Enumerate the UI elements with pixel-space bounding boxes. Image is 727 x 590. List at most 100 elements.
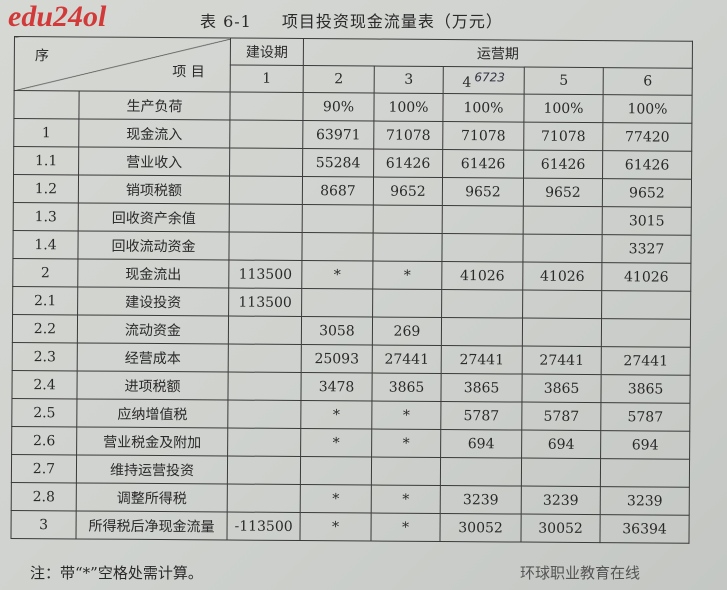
row-value: 90%	[302, 92, 375, 122]
row-value	[228, 344, 302, 373]
row-item: 进项税额	[76, 370, 229, 401]
row-value: 41026	[441, 261, 523, 291]
row-value: 63971	[302, 120, 374, 150]
row-value: 3865	[600, 374, 691, 404]
row-value: 100%	[523, 94, 604, 123]
row-value	[229, 148, 303, 177]
row-value: 5787	[440, 401, 522, 431]
row-value	[300, 456, 372, 486]
header-construction: 建设期	[230, 38, 304, 66]
row-value: *	[300, 400, 372, 430]
row-value	[522, 290, 602, 319]
row-value: *	[372, 261, 442, 290]
row-item: 营业收入	[78, 146, 230, 177]
row-value: *	[370, 513, 441, 542]
row-value: 71078	[373, 121, 443, 150]
row-value: 9652	[442, 177, 524, 207]
row-item: 调整所得税	[76, 482, 228, 512]
watermark-logo-text: edu24ol	[8, 0, 107, 33]
row-value	[600, 458, 690, 488]
row-value: 30052	[520, 514, 601, 543]
row-value: *	[371, 429, 441, 458]
row-item: 回收资产余值	[78, 202, 230, 233]
row-value: *	[301, 260, 373, 290]
row-value: 3015	[602, 206, 692, 236]
handwritten-annotation: 6723	[474, 69, 506, 85]
row-value: *	[300, 484, 372, 514]
row-value: 55284	[302, 148, 374, 178]
row-value: 8687	[302, 176, 374, 206]
row-seq: 1.3	[13, 202, 79, 231]
row-value	[301, 288, 373, 318]
table-number: 表 6-1	[200, 12, 252, 31]
row-value	[522, 318, 602, 347]
row-value: *	[299, 512, 372, 542]
row-seq: 2.6	[11, 426, 77, 455]
table-title: 表 6-1 项目投资现金流量表（万元）	[200, 8, 533, 32]
row-value: 113500	[228, 288, 302, 317]
row-value: *	[371, 485, 441, 514]
header-seq-item: 序 项 目	[14, 36, 231, 93]
row-value	[229, 120, 303, 149]
header-year: 2	[303, 65, 375, 94]
row-value	[441, 317, 523, 347]
row-value: 5787	[600, 402, 690, 432]
row-seq: 2.8	[11, 482, 77, 511]
row-value: 3239	[521, 486, 601, 515]
row-value	[227, 428, 301, 457]
row-value: 77420	[602, 122, 692, 152]
row-value: 61426	[602, 150, 692, 180]
row-value: 27441	[522, 346, 602, 375]
row-value: 9652	[373, 177, 443, 206]
row-value	[372, 289, 442, 318]
row-value	[521, 458, 601, 487]
row-value	[372, 233, 443, 262]
row-seq: 2.4	[11, 370, 78, 399]
header-year: 6	[603, 67, 693, 96]
row-value	[228, 316, 302, 345]
header-item: 项 目	[172, 64, 205, 81]
row-item: 营业税金及附加	[76, 426, 228, 457]
row-value	[523, 206, 603, 235]
row-value	[227, 400, 301, 429]
row-value: 3239	[440, 485, 522, 515]
header-seq: 序	[34, 48, 49, 65]
row-seq: 2	[12, 258, 78, 287]
row-value: 3865	[521, 374, 602, 403]
row-value: 3478	[300, 372, 373, 402]
row-value: *	[300, 428, 372, 458]
row-item: 经营成本	[77, 342, 229, 373]
row-value: 61426	[442, 149, 524, 179]
row-value: 694	[521, 430, 601, 459]
row-item: 建设投资	[77, 286, 229, 317]
header-year: 5	[524, 67, 604, 95]
table-name: 项目投资现金流量表（万元）	[281, 12, 503, 31]
header-year-cell: 4 6723	[443, 66, 525, 95]
row-value	[229, 176, 303, 205]
row-item: 生产负荷	[78, 90, 231, 121]
row-value: 25093	[301, 344, 373, 374]
header-year: 4	[462, 74, 472, 91]
row-value: 3865	[440, 373, 523, 403]
header-year: 1	[230, 65, 304, 93]
row-value: 269	[372, 317, 442, 346]
row-seq: 1.1	[13, 146, 79, 175]
row-value	[440, 457, 522, 487]
row-item: 维持运营投资	[76, 454, 228, 485]
row-value: 41026	[601, 262, 691, 292]
row-value: 27441	[601, 346, 691, 376]
header-year: 3	[374, 66, 444, 94]
row-value	[601, 290, 691, 320]
row-value	[229, 92, 304, 121]
row-seq: 2.2	[12, 314, 78, 343]
row-value: 694	[440, 429, 522, 459]
row-value: 694	[600, 430, 690, 460]
header-operation: 运营期	[303, 38, 693, 69]
table-note: 注：带“*”空格处需计算。	[30, 564, 203, 582]
row-value: 9652	[602, 178, 692, 208]
row-value	[227, 372, 302, 401]
row-value: 27441	[372, 345, 442, 374]
row-value: 100%	[602, 94, 693, 124]
row-item: 所得税后净现金流量	[75, 510, 228, 540]
row-value	[228, 232, 303, 261]
